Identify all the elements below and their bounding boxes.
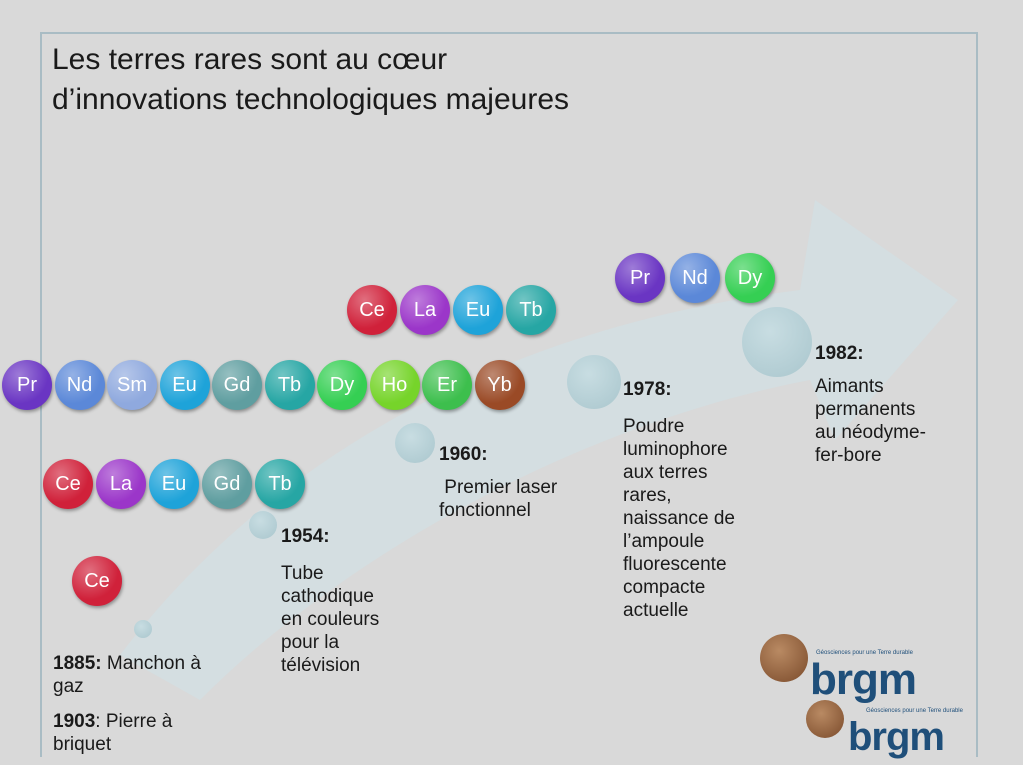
brgm-logo-ball xyxy=(760,634,808,682)
element-ce-1960: Ce xyxy=(347,285,397,335)
brgm-logo-tagline: Géosciences pour une Terre durable xyxy=(816,650,913,656)
event-1903-text2: briquet xyxy=(53,734,112,755)
brgm-logo-secondary: Géosciences pour une Terre durable brgm xyxy=(806,700,1016,760)
element-dy-1978: Dy xyxy=(725,253,775,303)
event-1978-line: l’ampoule xyxy=(623,531,705,552)
event-1982: 1982: Aimants permanents au néodyme-fer-bo… xyxy=(815,342,926,467)
element-er-1954: Er xyxy=(422,360,472,410)
event-1982-line: au néodyme- xyxy=(815,422,926,443)
element-ce-1885: Ce xyxy=(72,556,122,606)
event-1982-year: 1982: xyxy=(815,343,864,364)
event-1960-line: Premier laser xyxy=(439,477,558,498)
brgm-logo-word: brgm xyxy=(810,655,917,704)
brgm-logo-secondary-tagline: Géosciences pour une Terre durable xyxy=(866,708,963,714)
event-1978-year: 1978: xyxy=(623,379,672,400)
event-1954-line: en couleurs xyxy=(281,609,380,630)
event-1885-text2: gaz xyxy=(53,676,84,697)
element-gd-1954: Gd xyxy=(212,360,262,410)
element-ho-1954: Ho xyxy=(369,360,420,410)
element-eu-1954: Eu xyxy=(159,360,210,410)
event-1954-line: pour la xyxy=(281,632,340,653)
element-la-1903: La xyxy=(96,459,146,509)
brgm-logo-secondary-ball xyxy=(806,700,844,738)
element-tb-1954: Tb xyxy=(264,360,315,410)
event-1960: 1960: Premier laser fonctionnel xyxy=(439,443,557,522)
slide-title-line2: d’innovations technologiques majeures xyxy=(52,83,570,116)
event-1982-line: permanents xyxy=(815,399,916,420)
event-1982-line: fer-bore xyxy=(815,445,882,466)
slide-title-line1: Les terres rares sont au cœur xyxy=(52,43,448,76)
event-1954: 1954: Tube cathodique en couleurs pour la té… xyxy=(281,525,379,677)
event-1978-line: actuelle xyxy=(623,600,689,621)
element-pr-1954: Pr xyxy=(2,360,52,410)
event-1954-line: Tube xyxy=(281,563,324,584)
element-tb-1960: Tb xyxy=(506,285,556,335)
event-1982-line: Aimants xyxy=(815,376,884,397)
timeline-dot-1885 xyxy=(134,620,152,638)
timeline-dot-1954 xyxy=(249,511,277,539)
event-1903-text: : Pierre à xyxy=(95,711,173,732)
event-1885: 1885: Manchon à gaz xyxy=(53,652,201,698)
event-1954-line: télévision xyxy=(281,655,361,676)
event-1954-year: 1954: xyxy=(281,526,330,547)
element-nd-1978: Nd xyxy=(670,253,720,303)
brgm-logo: Géosciences pour une Terre durable brgm xyxy=(760,632,970,702)
element-yb-1954: Yb xyxy=(474,360,525,410)
slide-title: Les terres rares sont au cœur d’innovati… xyxy=(52,40,569,120)
event-1978-line: luminophore xyxy=(623,439,728,460)
event-1978-line: rares, xyxy=(623,485,672,506)
event-1960-year: 1960: xyxy=(439,444,488,465)
element-tb-1903: Tb xyxy=(255,459,305,509)
event-1978-line: compacte xyxy=(623,577,706,598)
event-1885-year: 1885: xyxy=(53,653,102,674)
element-pr-1978: Pr xyxy=(615,253,665,303)
element-nd-1954: Nd xyxy=(54,360,105,410)
event-1978-line: Poudre xyxy=(623,416,685,437)
timeline-dot-1960 xyxy=(395,423,435,463)
element-la-1960: La xyxy=(400,285,450,335)
timeline-dot-1978 xyxy=(567,355,621,409)
event-1978-line: aux terres xyxy=(623,462,708,483)
brgm-logo-secondary-word: brgm xyxy=(848,715,945,759)
event-1903: 1903: Pierre à briquet xyxy=(53,710,172,756)
event-1978-line: naissance de xyxy=(623,508,735,529)
event-1978-line: fluorescente xyxy=(623,554,727,575)
event-1954-line: cathodique xyxy=(281,586,374,607)
event-1978: 1978: Poudre luminophore aux terres rares, n… xyxy=(623,378,735,622)
event-1960-line: fonctionnel xyxy=(439,500,531,521)
timeline-dot-1982 xyxy=(742,307,812,377)
event-1885-text: Manchon à xyxy=(101,653,201,674)
element-eu-1960: Eu xyxy=(453,285,503,335)
element-dy-1954: Dy xyxy=(317,360,367,410)
element-sm-1954: Sm xyxy=(107,360,157,410)
element-ce-1903: Ce xyxy=(43,459,93,509)
element-eu-1903: Eu xyxy=(149,459,199,509)
event-1903-year: 1903 xyxy=(53,711,96,732)
element-gd-1903: Gd xyxy=(202,459,252,509)
